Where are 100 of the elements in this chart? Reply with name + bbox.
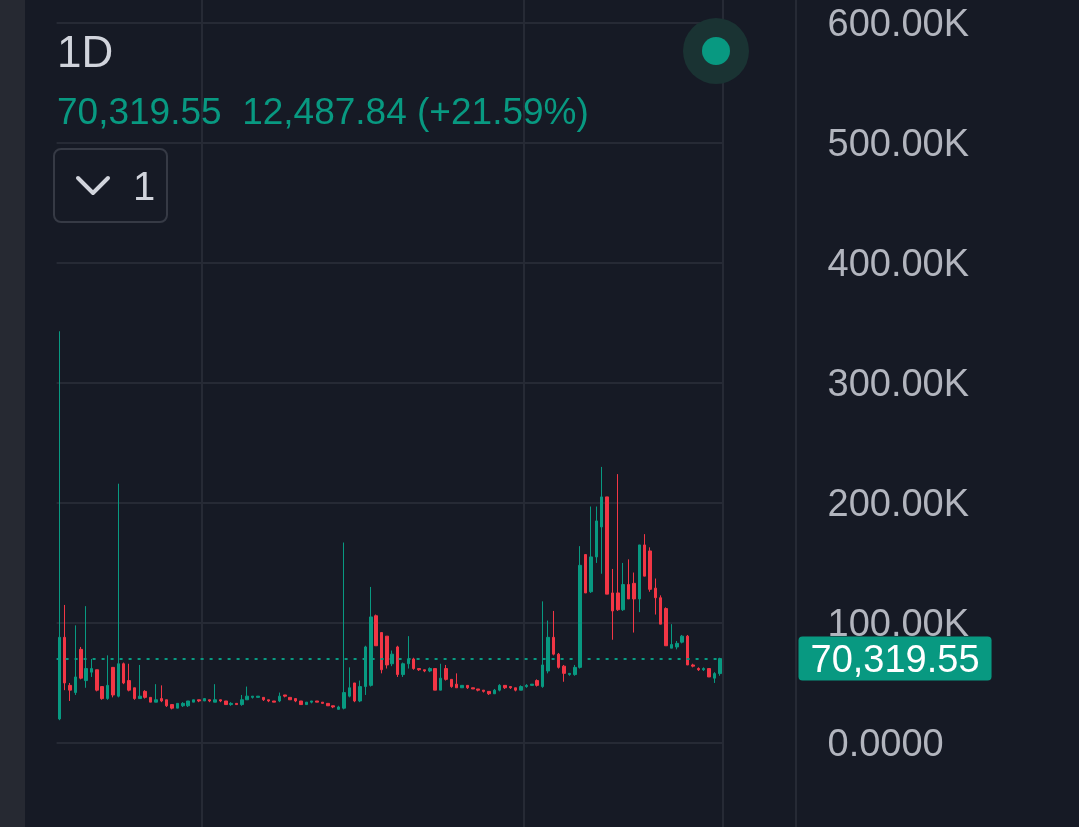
candlestick: [514, 687, 517, 692]
candlestick: [680, 634, 684, 644]
text: 1D: [57, 26, 114, 76]
candlestick: [122, 662, 125, 685]
candlestick: [697, 666, 700, 672]
candlestick: [519, 684, 523, 691]
candlestick: [299, 700, 303, 706]
text: 70,319.55 12,487.84 (+21.59%): [57, 91, 589, 132]
candlestick: [213, 683, 217, 703]
candlestick: [589, 506, 593, 594]
candlestick: [450, 678, 453, 689]
candlestick: [380, 632, 383, 674]
candlestick: [348, 666, 351, 698]
candlestick: [525, 683, 528, 689]
candlestick: [455, 672, 458, 689]
candlestick: [557, 652, 560, 670]
candlestick: [568, 672, 571, 677]
candlestick: [616, 473, 620, 612]
candlestick: [149, 696, 152, 703]
candlestick: [251, 695, 254, 700]
candlestick: [460, 684, 464, 689]
candlestick: [272, 700, 276, 703]
candlestick: [412, 657, 415, 671]
candlestick: [278, 692, 281, 703]
candlestick: [262, 696, 265, 702]
candlestick: [229, 701, 233, 707]
candlestick: [562, 664, 566, 683]
candlestick: [192, 699, 195, 703]
candlestick: [487, 690, 491, 696]
y-tick-label: 0.0000: [827, 721, 944, 764]
candlestick: [509, 686, 512, 690]
candlestick: [165, 699, 168, 708]
candlestick: [68, 682, 72, 702]
candlestick: [321, 701, 324, 704]
candlestick: [713, 671, 716, 684]
candlestick: [170, 704, 174, 710]
candlestick: [595, 506, 598, 564]
candlestick: [294, 698, 297, 703]
y-tick-label: 500.00K: [827, 121, 970, 164]
candlestick: [401, 662, 405, 678]
candlestick: [600, 466, 603, 575]
candlestick: [433, 668, 437, 691]
candlestick: [428, 666, 432, 673]
candlestick: [643, 533, 646, 577]
candlestick: [353, 682, 356, 703]
candlestick: [493, 688, 496, 695]
candlestick: [219, 699, 222, 703]
candlestick: [396, 645, 399, 678]
candlestick: [638, 544, 641, 613]
candlestick: [374, 614, 378, 647]
candlestick: [417, 668, 421, 672]
candlestick: [358, 680, 362, 703]
candlestick: [664, 606, 668, 647]
candlestick: [444, 664, 448, 682]
candlestick: [535, 678, 539, 688]
candlestick: [702, 666, 705, 672]
candlestick: [310, 700, 313, 704]
y-tick-label: 600.00K: [827, 1, 970, 44]
candlestick: [154, 683, 158, 703]
candlestick: [267, 699, 270, 703]
candlestick: [208, 699, 211, 703]
candlestick: [584, 554, 587, 594]
candlestick: [63, 604, 66, 691]
candlestick: [197, 699, 201, 703]
candlestick: [283, 694, 287, 698]
candlestick: [691, 663, 695, 668]
candlestick: [552, 610, 555, 656]
candlestick: [423, 669, 426, 673]
candlestick: [627, 558, 630, 600]
candlestick: [605, 496, 609, 595]
candlestick: [305, 701, 308, 706]
candlestick: [256, 695, 260, 698]
candlestick: [648, 546, 652, 593]
candlestick: [138, 664, 142, 700]
candlestick: [176, 702, 179, 709]
candlestick: [654, 578, 657, 616]
candlestick: [315, 700, 319, 703]
toggle-button: 1: [53, 148, 168, 223]
candlestick: [133, 687, 136, 701]
candlestick: [79, 646, 83, 680]
candlestick: [160, 684, 163, 703]
candlestick: [611, 568, 614, 641]
candlestick: [288, 696, 292, 701]
y-tick-label: 400.00K: [827, 241, 970, 284]
candlestick: [670, 623, 673, 649]
candlestick: [111, 666, 115, 698]
candlestick: [143, 689, 147, 700]
candlestick: [203, 698, 206, 702]
candlestick: [530, 683, 534, 686]
candlestick: [235, 702, 238, 706]
candlestick: [106, 654, 109, 701]
candlestick: [127, 663, 131, 692]
candlestick: [466, 684, 469, 690]
candlestick: [659, 594, 662, 625]
y-tick-label: 300.00K: [827, 361, 970, 404]
candlestick: [632, 572, 636, 634]
candlestick: [439, 663, 442, 691]
candlestick: [385, 635, 389, 670]
candlestick: [503, 684, 507, 690]
candlestick: [675, 640, 679, 650]
